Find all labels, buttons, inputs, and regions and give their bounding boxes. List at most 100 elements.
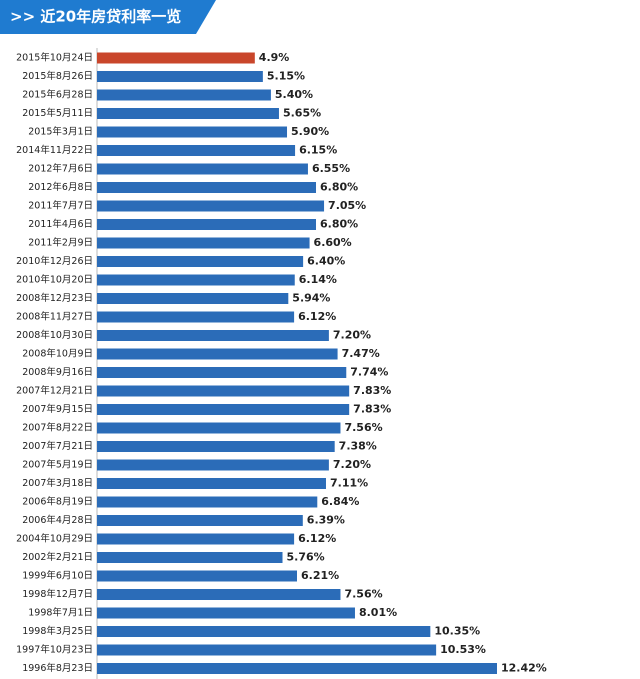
bar	[97, 89, 271, 101]
y-tick-label: 2015年5月11日	[22, 107, 93, 119]
y-tick-label: 2006年8月19日	[22, 496, 93, 508]
bar	[97, 385, 350, 397]
bar	[97, 496, 318, 508]
value-label: 5.15%	[267, 70, 305, 83]
value-label: 6.80%	[320, 181, 358, 194]
bar	[97, 256, 304, 267]
value-label: 6.12%	[298, 310, 336, 323]
value-label: 7.74%	[350, 366, 388, 379]
bar	[97, 441, 335, 452]
bar	[97, 570, 297, 582]
y-tick-label: 2012年6月8日	[28, 181, 93, 193]
bar	[97, 163, 308, 175]
y-tick-label: 1999年6月10日	[22, 570, 93, 582]
y-tick-label: 1998年12月7日	[22, 588, 93, 600]
value-label: 7.47%	[342, 347, 380, 360]
y-tick-label: 2007年7月21日	[22, 440, 93, 452]
y-tick-label: 2015年3月1日	[28, 126, 93, 138]
bar	[97, 663, 497, 674]
value-label: 4.9%	[259, 51, 290, 64]
bar	[97, 459, 329, 471]
value-label: 7.83%	[353, 384, 391, 397]
y-tick-label: 2008年10月30日	[16, 329, 93, 341]
value-label: 6.21%	[301, 569, 339, 582]
y-tick-label: 1996年8月23日	[22, 662, 93, 674]
bar	[97, 404, 350, 415]
value-label: 6.39%	[307, 514, 345, 527]
y-tick-label: 2008年9月16日	[22, 366, 93, 378]
bar	[97, 644, 437, 656]
y-tick-label: 2015年6月28日	[22, 89, 93, 101]
y-tick-label: 2007年5月19日	[22, 459, 93, 471]
bar	[97, 330, 329, 341]
bar	[97, 145, 296, 156]
y-tick-label: 2008年11月27日	[16, 311, 93, 323]
bar	[97, 422, 341, 434]
y-tick-label: 2006年4月28日	[22, 514, 93, 526]
bar	[97, 237, 310, 249]
bar	[97, 71, 263, 82]
chart-title: >> 近20年房贷利率一览	[10, 8, 181, 26]
bar	[97, 367, 347, 378]
value-label: 10.53%	[440, 643, 486, 656]
y-tick-label: 2012年7月6日	[28, 163, 93, 175]
value-label: 5.65%	[283, 107, 321, 120]
value-label: 6.12%	[298, 532, 336, 545]
y-tick-label: 2010年10月20日	[16, 274, 93, 286]
bar	[97, 552, 283, 563]
y-tick-label: 1998年7月1日	[28, 607, 93, 619]
y-tick-label: 2011年4月6日	[28, 218, 93, 230]
y-tick-label: 2008年12月23日	[16, 292, 93, 304]
value-label: 10.35%	[434, 625, 480, 638]
bar	[97, 293, 289, 304]
value-label: 5.40%	[275, 88, 313, 101]
bar	[97, 607, 355, 619]
y-tick-label: 1997年10月23日	[16, 644, 93, 656]
value-label: 7.05%	[328, 199, 366, 212]
y-tick-label: 1998年3月25日	[22, 625, 93, 637]
bar	[97, 533, 295, 545]
title-banner	[0, 0, 216, 34]
y-tick-label: 2007年12月21日	[16, 385, 93, 397]
bar	[97, 219, 317, 230]
bar	[97, 126, 288, 138]
bar	[97, 52, 255, 64]
y-tick-label: 2007年8月22日	[22, 422, 93, 434]
value-label: 7.20%	[333, 329, 371, 342]
value-label: 6.14%	[299, 273, 337, 286]
value-label: 7.38%	[339, 440, 377, 453]
value-label: 12.42%	[501, 662, 547, 675]
bar	[97, 626, 431, 637]
value-label: 6.15%	[299, 144, 337, 157]
value-label: 8.01%	[359, 606, 397, 619]
value-label: 5.90%	[291, 125, 329, 138]
bar	[97, 311, 295, 323]
y-tick-label: 2014年11月22日	[16, 144, 93, 156]
value-label: 7.20%	[333, 458, 371, 471]
value-label: 7.11%	[330, 477, 368, 490]
y-tick-label: 2002年2月21日	[22, 551, 93, 563]
bar	[97, 108, 279, 119]
y-tick-label: 2015年8月26日	[22, 70, 93, 82]
value-label: 7.56%	[344, 588, 382, 601]
value-label: 6.40%	[307, 255, 345, 268]
y-tick-label: 2015年10月24日	[16, 52, 93, 64]
bar	[97, 200, 325, 212]
value-label: 6.55%	[312, 162, 350, 175]
y-tick-label: 2004年10月29日	[16, 533, 93, 545]
y-tick-label: 2008年10月9日	[22, 348, 93, 360]
value-label: 5.76%	[287, 551, 325, 564]
y-tick-label: 2011年7月7日	[28, 200, 93, 212]
y-tick-label: 2007年9月15日	[22, 403, 93, 415]
value-label: 7.56%	[344, 421, 382, 434]
bar	[97, 182, 317, 193]
bar	[97, 348, 338, 360]
bar	[97, 589, 341, 600]
value-label: 7.83%	[353, 403, 391, 416]
value-label: 6.80%	[320, 218, 358, 231]
value-label: 5.94%	[292, 292, 330, 305]
y-tick-label: 2007年3月18日	[22, 477, 93, 489]
y-tick-label: 2010年12月26日	[16, 255, 93, 267]
bar	[97, 478, 326, 489]
